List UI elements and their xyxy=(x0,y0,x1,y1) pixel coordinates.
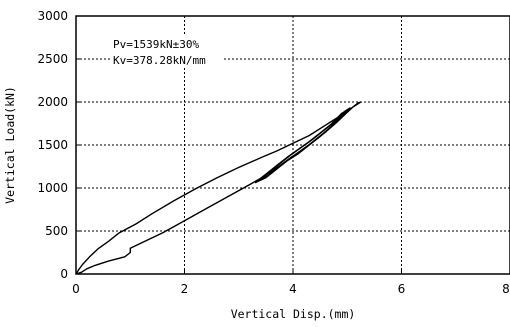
y-tick-label: 2500 xyxy=(37,52,68,66)
annotation-background xyxy=(110,36,222,68)
annotation-kv: Kv=378.28kN/mm xyxy=(113,54,206,67)
annotation-box: Pv=1539kN±30% Kv=378.28kN/mm xyxy=(110,36,222,68)
x-tick-label: 6 xyxy=(398,282,406,296)
series-layer xyxy=(75,101,362,275)
hysteresis-loop-1 xyxy=(75,101,362,275)
y-tick-label: 2000 xyxy=(37,95,68,109)
y-tick-label: 500 xyxy=(45,224,68,238)
y-tick-label: 1500 xyxy=(37,138,68,152)
x-tick-label: 0 xyxy=(72,282,80,296)
axis-ticks: 0 2 4 6 8 0 500 1000 1500 2000 2500 3000 xyxy=(37,9,510,296)
hysteresis-loop-3 xyxy=(257,107,351,182)
y-tick-label: 1000 xyxy=(37,181,68,195)
annotation-pv: Pv=1539kN±30% xyxy=(113,38,199,51)
x-axis-title: Vertical Disp.(mm) xyxy=(231,307,356,321)
y-tick-label: 0 xyxy=(60,267,68,281)
x-tick-label: 8 xyxy=(502,282,510,296)
y-tick-label: 3000 xyxy=(37,9,68,23)
x-tick-label: 4 xyxy=(289,282,297,296)
y-axis-title: Vertical Load(kN) xyxy=(3,86,17,204)
x-tick-label: 2 xyxy=(181,282,189,296)
